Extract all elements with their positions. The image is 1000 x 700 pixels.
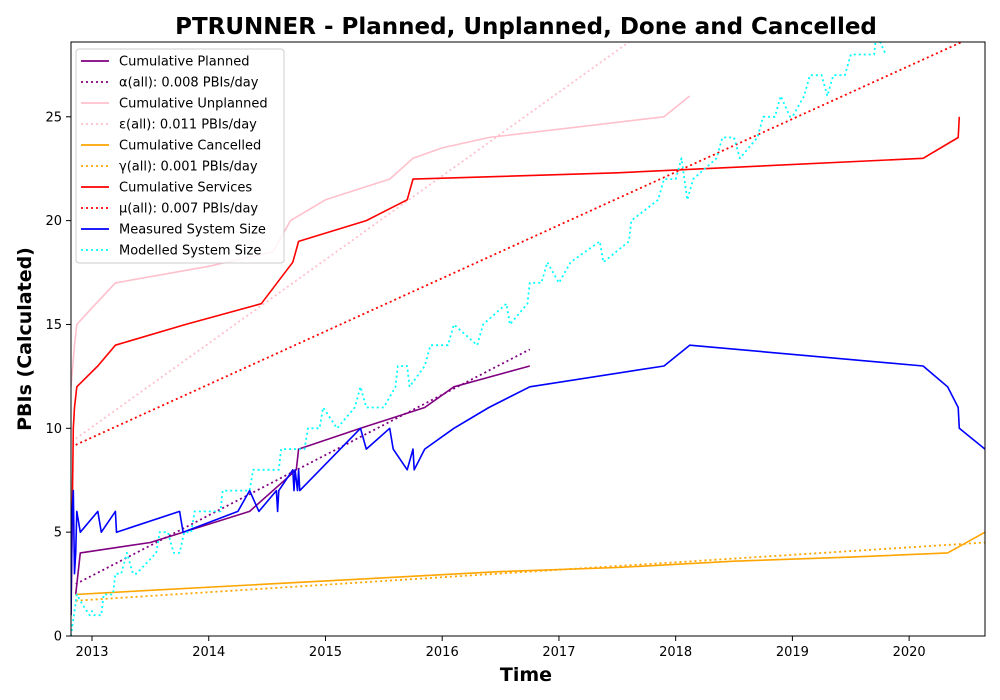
plot-frame bbox=[70, 41, 986, 637]
series-line-modelled-system-size bbox=[71, 42, 887, 636]
legend: Cumulative Planned α(all): 0.008 PBIs/day… bbox=[75, 48, 285, 264]
x-tick-label: 2019 bbox=[776, 645, 809, 660]
legend-entry: Cumulative Planned bbox=[119, 55, 249, 70]
y-tick-label: 5 bbox=[54, 526, 62, 541]
series-line-all-0-007-pbis-day bbox=[75, 42, 963, 446]
y-axis-label: PBIs (Calculated) bbox=[14, 247, 36, 431]
legend-entry: γ(all): 0.001 PBIs/day bbox=[119, 160, 258, 175]
x-tick-label: 2015 bbox=[309, 645, 342, 660]
series-line-all-0-001-pbis-day bbox=[75, 541, 985, 602]
series-line-all-0-008-pbis-day bbox=[75, 348, 531, 585]
y-tick-label: 20 bbox=[45, 214, 62, 229]
series-line-all-0-011-pbis-day bbox=[75, 42, 630, 440]
legend-box bbox=[75, 48, 285, 264]
x-tick-label: 2018 bbox=[659, 645, 692, 660]
y-tick-label: 0 bbox=[54, 630, 62, 645]
y-tick-label: 25 bbox=[45, 110, 62, 125]
x-tick-label: 2016 bbox=[426, 645, 459, 660]
x-tick-label: 2014 bbox=[192, 645, 225, 660]
legend-entry: Cumulative Services bbox=[119, 181, 252, 196]
legend-entry: Cumulative Cancelled bbox=[119, 139, 261, 154]
x-tick-label: 2013 bbox=[75, 645, 108, 660]
series-line-cumulative-planned bbox=[74, 365, 531, 595]
y-axis: 0 5 10 15 20 25 bbox=[45, 110, 71, 645]
chart-title: PTRUNNER - Planned, Unplanned, Done and … bbox=[175, 14, 877, 40]
legend-entry: μ(all): 0.007 PBIs/day bbox=[119, 202, 258, 217]
y-tick-label: 15 bbox=[45, 318, 62, 333]
legend-entry: α(all): 0.008 PBIs/day bbox=[119, 76, 259, 91]
series-line-measured-system-size bbox=[71, 344, 985, 616]
series-line-cumulative-services bbox=[71, 116, 961, 616]
x-axis-label: Time bbox=[500, 664, 552, 686]
series-line-cumulative-cancelled bbox=[75, 531, 985, 596]
series-line-cumulative-unplanned bbox=[71, 95, 691, 387]
x-tick-label: 2017 bbox=[542, 645, 575, 660]
x-tick-label: 2020 bbox=[893, 645, 926, 660]
legend-entry: Cumulative Unplanned bbox=[119, 97, 268, 112]
series-layer bbox=[71, 42, 985, 636]
legend-entry: Measured System Size bbox=[119, 223, 266, 238]
legend-entry: ε(all): 0.011 PBIs/day bbox=[119, 118, 257, 133]
x-axis: 2013 2014 2015 2016 2017 2018 2019 2020 bbox=[75, 636, 926, 660]
legend-entry: Modelled System Size bbox=[119, 244, 261, 259]
y-tick-label: 10 bbox=[45, 422, 62, 437]
